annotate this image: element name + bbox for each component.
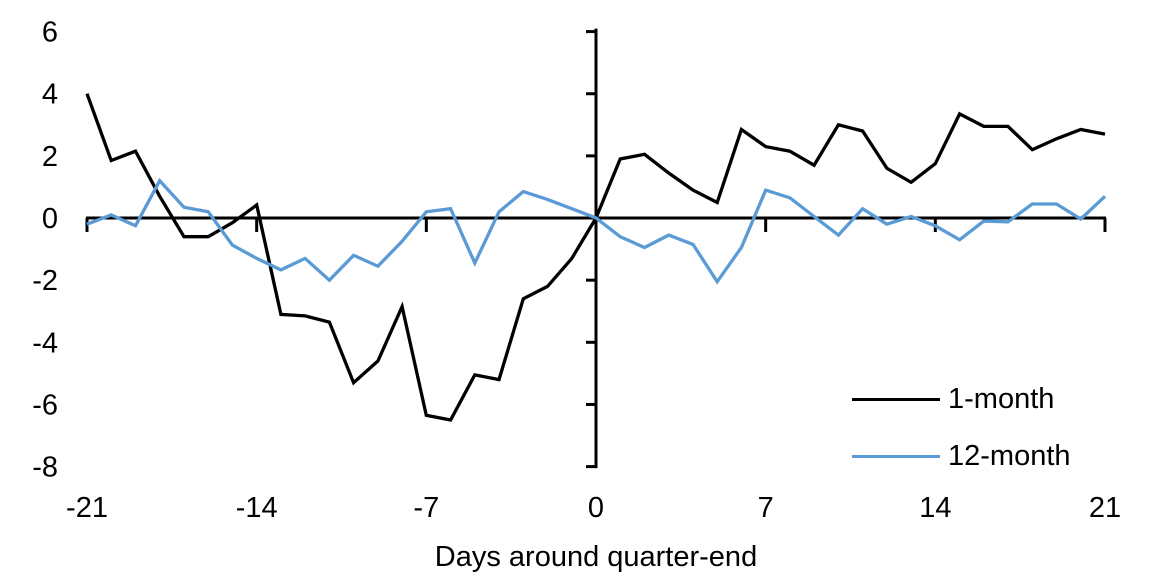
y-tick-label: -8 bbox=[32, 452, 58, 484]
legend-label-1-month: 1-month bbox=[948, 383, 1055, 415]
x-tick-label: -21 bbox=[66, 492, 108, 524]
legend-item-12-month: 12-month bbox=[852, 440, 1071, 472]
y-tick-label: -6 bbox=[32, 389, 58, 421]
x-axis-title: Days around quarter-end bbox=[434, 541, 758, 573]
legend-item-1-month: 1-month bbox=[852, 383, 1054, 415]
y-tick-label: -2 bbox=[32, 265, 58, 297]
x-tick-label: 21 bbox=[1089, 492, 1121, 524]
legend-line-swatch-12-month bbox=[852, 454, 940, 458]
y-tick-label: 2 bbox=[42, 141, 58, 173]
series-line-12-month bbox=[86, 177, 1107, 285]
x-tick-label: 0 bbox=[588, 492, 604, 524]
x-tick-label: -7 bbox=[413, 492, 439, 524]
x-tick-label: -14 bbox=[236, 492, 278, 524]
x-tick-label: 7 bbox=[758, 492, 774, 524]
y-tick-label: 0 bbox=[42, 203, 58, 235]
y-tick-label: 6 bbox=[42, 17, 58, 49]
legend-line-swatch-1-month bbox=[852, 397, 940, 401]
y-tick-label: -4 bbox=[32, 327, 58, 359]
y-tick-label: 4 bbox=[42, 79, 58, 111]
legend-label-12-month: 12-month bbox=[948, 440, 1071, 472]
x-tick-label: 14 bbox=[919, 492, 951, 524]
